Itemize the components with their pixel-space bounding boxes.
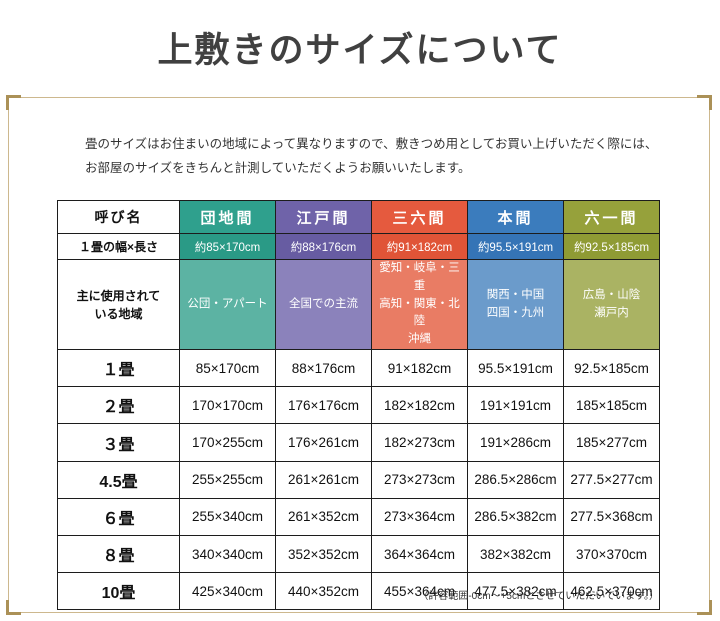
value-cell: 191×286cm [467, 423, 564, 462]
value-cell: 273×273cm [371, 460, 468, 499]
value-cell: 170×255cm [179, 423, 276, 462]
frame-corner-top-right [697, 95, 712, 110]
column-header-edoma: 江戸間 [275, 200, 372, 234]
table-header-row: 呼び名 団地間 江戸間 三六間 本間 六一間 [57, 200, 660, 234]
row-label: ８畳 [57, 534, 180, 574]
value-cell: 185×185cm [563, 386, 660, 425]
value-cell: 88×176cm [275, 349, 372, 388]
region-cell: 全国での主流 [275, 258, 372, 351]
size-cell: 約92.5×185cm [563, 233, 660, 260]
size-row-2jo: ２畳 170×170cm 176×176cm 182×182cm 191×191… [57, 386, 660, 425]
row-label-mat-size: １畳の幅×長さ [57, 233, 180, 260]
row-label-region: 主に使用されて いる地域 [57, 258, 180, 351]
size-row-10jo: 10畳 425×340cm 440×352cm 455×364cm 477.5×… [57, 572, 660, 611]
value-cell: 462.5×370cm [563, 572, 660, 611]
content-frame: 畳のサイズはお住まいの地域によって異なりますので、敷きつめ用としてお買い上げいた… [6, 95, 712, 615]
size-cell: 約91×182cm [371, 233, 468, 260]
tatami-size-table: 呼び名 団地間 江戸間 三六間 本間 六一間 １畳の幅×長さ 約85×170cm… [57, 200, 660, 611]
frame-corner-bottom-left [6, 600, 21, 615]
region-cell: 関西・中国 四国・九州 [467, 258, 564, 351]
value-cell: 176×261cm [275, 423, 372, 462]
value-cell: 352×352cm [275, 534, 372, 574]
intro-line-2: お部屋のサイズをきちんと計測していただくようお願いいたします。 [85, 161, 471, 176]
column-header-danchima: 団地間 [179, 200, 276, 234]
column-header-honma: 本間 [467, 200, 564, 234]
frame-corner-top-left [6, 95, 21, 110]
value-cell: 273×364cm [371, 497, 468, 537]
value-cell: 255×340cm [179, 497, 276, 537]
column-header-saburokuma: 三六間 [371, 200, 468, 234]
mat-size-row: １畳の幅×長さ 約85×170cm 約88×176cm 約91×182cm 約9… [57, 233, 660, 260]
value-cell: 440×352cm [275, 572, 372, 611]
size-row-3jo: ３畳 170×255cm 176×261cm 182×273cm 191×286… [57, 423, 660, 462]
column-header-rokuichima: 六一間 [563, 200, 660, 234]
intro-line-1: 畳のサイズはお住まいの地域によって異なりますので、敷きつめ用としてお買い上げいた… [85, 137, 658, 151]
size-cell: 約88×176cm [275, 233, 372, 260]
value-cell: 191×191cm [467, 386, 564, 425]
value-cell: 425×340cm [179, 572, 276, 611]
row-label: 10畳 [57, 572, 180, 611]
value-cell: 286.5×382cm [467, 497, 564, 537]
value-cell: 176×176cm [275, 386, 372, 425]
region-cell: 広島・山陰 瀬戸内 [563, 258, 660, 351]
value-cell: 95.5×191cm [467, 349, 564, 388]
size-cell: 約95.5×191cm [467, 233, 564, 260]
value-cell: 455×364cm [371, 572, 468, 611]
size-row-4-5jo: 4.5畳 255×255cm 261×261cm 273×273cm 286.5… [57, 460, 660, 499]
region-row: 主に使用されて いる地域 公団・アパート 全国での主流 愛知・岐阜・三重 高知・… [57, 258, 660, 351]
value-cell: 382×382cm [467, 534, 564, 574]
region-cell: 愛知・岐阜・三重 高知・関東・北陸 沖縄 [371, 258, 468, 351]
value-cell: 170×170cm [179, 386, 276, 425]
value-cell: 286.5×286cm [467, 460, 564, 499]
value-cell: 364×364cm [371, 534, 468, 574]
size-cell: 約85×170cm [179, 233, 276, 260]
value-cell: 91×182cm [371, 349, 468, 388]
value-cell: 185×277cm [563, 423, 660, 462]
size-row-6jo: ６畳 255×340cm 261×352cm 273×364cm 286.5×3… [57, 497, 660, 537]
corner-label: 呼び名 [57, 200, 180, 234]
value-cell: 277.5×368cm [563, 497, 660, 537]
value-cell: 261×352cm [275, 497, 372, 537]
row-label: ６畳 [57, 497, 180, 537]
row-label: 4.5畳 [57, 460, 180, 499]
value-cell: 340×340cm [179, 534, 276, 574]
value-cell: 255×255cm [179, 460, 276, 499]
intro-text: 畳のサイズはお住まいの地域によって異なりますので、敷きつめ用としてお買い上げいた… [85, 132, 673, 181]
value-cell: 182×182cm [371, 386, 468, 425]
value-cell: 261×261cm [275, 460, 372, 499]
page-title: 上敷きのサイズについて [157, 30, 563, 71]
row-label: ３畳 [57, 423, 180, 462]
value-cell: 182×273cm [371, 423, 468, 462]
size-row-1jo: １畳 85×170cm 88×176cm 91×182cm 95.5×191cm… [57, 349, 660, 388]
size-row-8jo: ８畳 340×340cm 352×352cm 364×364cm 382×382… [57, 534, 660, 574]
tolerance-note: （許容範囲-0cm～+5cmとさせていただいています。） [418, 591, 659, 602]
value-cell: 92.5×185cm [563, 349, 660, 388]
value-cell: 85×170cm [179, 349, 276, 388]
row-label: ２畳 [57, 386, 180, 425]
value-cell: 477.5×382cm [467, 572, 564, 611]
frame-corner-bottom-right [697, 600, 712, 615]
value-cell: 277.5×277cm [563, 460, 660, 499]
row-label: １畳 [57, 349, 180, 388]
value-cell: 370×370cm [563, 534, 660, 574]
region-cell: 公団・アパート [179, 258, 276, 351]
